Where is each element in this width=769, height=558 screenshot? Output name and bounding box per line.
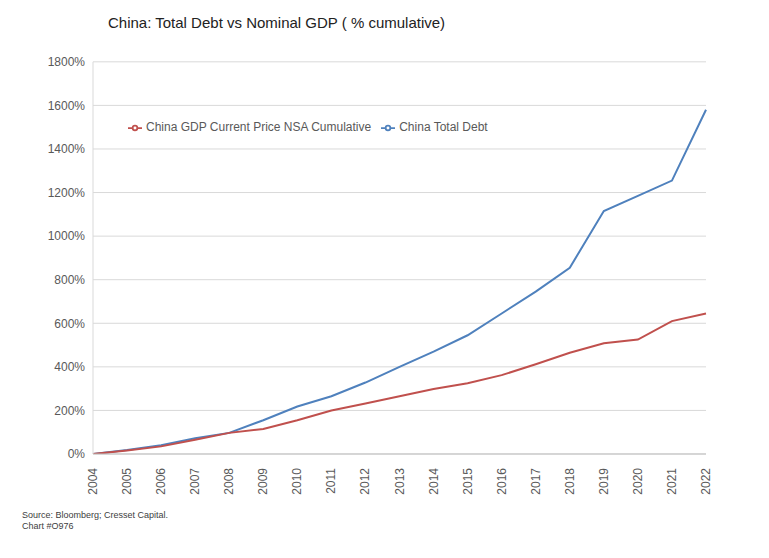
svg-text:2014: 2014 <box>427 468 441 495</box>
svg-text:2009: 2009 <box>256 468 270 495</box>
svg-text:2015: 2015 <box>461 468 475 495</box>
html-text:China GDP Current Price NSA Cu: China GDP Current Price NSA Cumulative <box>146 120 372 134</box>
svg-text:2022: 2022 <box>699 468 713 495</box>
svg-text:2012: 2012 <box>358 468 372 495</box>
svg-text:2020: 2020 <box>631 468 645 495</box>
html-text:Chart #O976: Chart #O976 <box>22 521 74 531</box>
svg-text:2016: 2016 <box>495 468 509 495</box>
svg-text:2013: 2013 <box>393 468 407 495</box>
svg-text:2019: 2019 <box>597 468 611 495</box>
svg-text:1400%: 1400% <box>48 142 86 156</box>
svg-text:2017: 2017 <box>529 468 543 495</box>
svg-text:2004: 2004 <box>86 468 100 495</box>
html-text:China Total Debt: China Total Debt <box>399 120 488 134</box>
svg-text:2010: 2010 <box>290 468 304 495</box>
svg-text:800%: 800% <box>54 273 85 287</box>
svg-text:1600%: 1600% <box>48 99 86 113</box>
svg-text:1200%: 1200% <box>48 186 86 200</box>
svg-text:2005: 2005 <box>120 468 134 495</box>
svg-text:400%: 400% <box>54 360 85 374</box>
svg-text:2007: 2007 <box>188 468 202 495</box>
svg-text:2006: 2006 <box>154 468 168 495</box>
svg-text:1000%: 1000% <box>48 229 86 243</box>
html-text:Source: Bloomberg; Cresset Cap: Source: Bloomberg; Cresset Capital. <box>22 510 169 520</box>
svg-text:2021: 2021 <box>665 468 679 495</box>
svg-text:2018: 2018 <box>563 468 577 495</box>
svg-text:600%: 600% <box>54 317 85 331</box>
svg-text:2008: 2008 <box>222 468 236 495</box>
svg-text:1800%: 1800% <box>48 55 86 69</box>
svg-text:2011: 2011 <box>324 468 338 494</box>
html-text:China: Total Debt vs Nominal G: China: Total Debt vs Nominal GDP ( % cum… <box>108 14 446 31</box>
svg-text:0%: 0% <box>68 447 86 461</box>
svg-text:200%: 200% <box>54 404 85 418</box>
